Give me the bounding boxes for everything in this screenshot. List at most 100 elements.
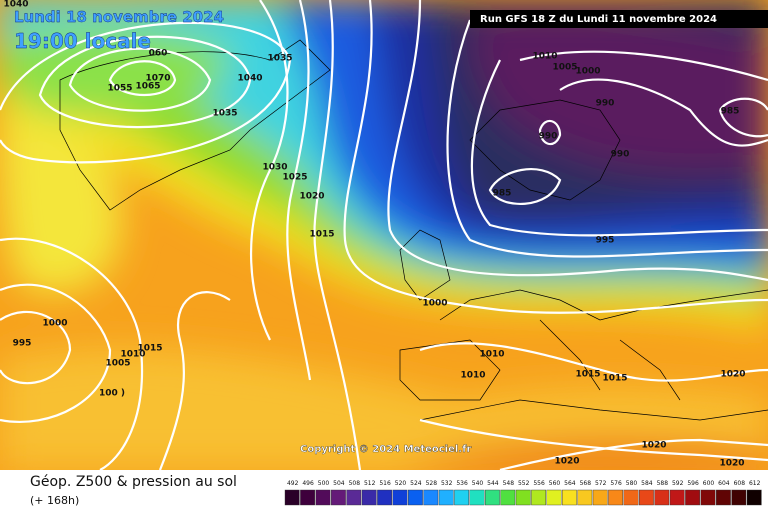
isobar-label: 1000 <box>575 67 600 77</box>
isobar-label: 1020 <box>554 457 579 467</box>
isobar-label: 1025 <box>282 173 307 183</box>
run-info: Run GFS 18 Z du Lundi 11 novembre 2024 <box>480 14 717 25</box>
isobar-label: 1015 <box>602 374 627 384</box>
isobar-label: 1000 <box>42 319 67 329</box>
scale-swatch <box>346 489 362 506</box>
isobar-label: 1015 <box>575 370 600 380</box>
scale-label: 532 <box>441 480 453 487</box>
isobar-label: 1015 <box>309 230 334 240</box>
copyright: Copyright © 2024 Meteociel.fr <box>300 444 471 455</box>
isobar-label: 1015 <box>137 344 162 354</box>
scale-label: 524 <box>410 480 422 487</box>
scale-swatch <box>469 489 485 506</box>
color-scale: 492 496 500 504 508 512 516 520 524 528 532 536 540 5… <box>284 480 762 506</box>
isobar-label: 1070 <box>145 74 170 84</box>
scale-swatch <box>623 489 639 506</box>
isobar-label: 100 ) <box>99 389 125 399</box>
scale-swatch <box>515 489 531 506</box>
scale-label: 596 <box>687 480 699 487</box>
scale-swatch <box>377 489 392 506</box>
scale-label: 608 <box>734 480 746 487</box>
isobar-label: 060 <box>149 49 168 59</box>
scale-label: 600 <box>703 480 715 487</box>
isobar-label: 985 <box>721 107 740 117</box>
scale-label: 528 <box>426 480 438 487</box>
isobar-label: 1065 <box>135 82 160 92</box>
scale-label: 556 <box>533 480 545 487</box>
scale-swatch <box>731 489 747 506</box>
isobar-label: 995 <box>596 236 615 246</box>
scale-label: 536 <box>456 480 468 487</box>
scale-swatch <box>423 489 439 506</box>
isobar-label: 1020 <box>719 459 744 469</box>
scale-swatch <box>685 489 701 506</box>
product-title: Géop. Z500 & pression au sol <box>30 474 237 490</box>
scale-label: 568 <box>580 480 592 487</box>
scale-swatch <box>716 489 731 506</box>
isobar-label: 1020 <box>641 441 666 451</box>
scale-label: 604 <box>718 480 730 487</box>
run-banner <box>470 10 768 28</box>
scale-label: 592 <box>672 480 684 487</box>
scale-swatch <box>577 489 593 506</box>
coastlines <box>59 39 768 421</box>
scale-swatch <box>392 489 408 506</box>
scale-label: 584 <box>641 480 653 487</box>
isobar-label: 1005 <box>105 359 130 369</box>
isobar-label: 995 <box>13 339 32 349</box>
scale-swatch <box>361 489 377 506</box>
header: Lundi 18 novembre 2024 19:00 locale Run … <box>14 8 768 53</box>
scale-swatch <box>562 489 577 506</box>
isobar-label: 1020 <box>299 192 324 202</box>
isobar-label: 1030 <box>262 163 287 173</box>
scale-label: 548 <box>503 480 515 487</box>
isobar-label: 1035 <box>267 54 292 64</box>
isobar-label: 990 <box>539 132 558 142</box>
isobar-label: 1010 <box>532 52 557 62</box>
scale-label: 500 <box>318 480 330 487</box>
isobars <box>0 0 768 472</box>
valid-date: Lundi 18 novembre 2024 <box>14 8 224 26</box>
scale-swatch <box>608 489 624 506</box>
scale-swatch <box>284 489 300 506</box>
scale-swatch <box>669 489 685 506</box>
scale-label: 588 <box>657 480 669 487</box>
scale-swatch <box>315 489 331 506</box>
scale-swatch <box>485 489 500 506</box>
scale-swatch <box>331 489 346 506</box>
scale-swatch <box>500 489 516 506</box>
isobar-label: 1035 <box>212 109 237 119</box>
scale-label: 492 <box>287 480 299 487</box>
scale-swatch <box>746 489 762 506</box>
scale-swatch <box>454 489 469 506</box>
scale-label: 612 <box>749 480 761 487</box>
scale-swatch <box>654 489 670 506</box>
forecast-lead: (+ 168h) <box>30 494 79 507</box>
scale-label: 540 <box>472 480 484 487</box>
scale-swatch <box>639 489 654 506</box>
scale-label: 504 <box>333 480 345 487</box>
scale-swatch <box>592 489 608 506</box>
isobar-label: 1000 <box>422 299 447 309</box>
scale-swatch <box>408 489 423 506</box>
valid-time: 19:00 locale <box>14 29 151 53</box>
isobar-label: 1005 <box>552 63 577 73</box>
isobar-label: 1040 <box>3 0 28 10</box>
scale-label: 580 <box>626 480 638 487</box>
scale-label: 572 <box>595 480 607 487</box>
scale-swatch <box>546 489 562 506</box>
isobar-label: 990 <box>596 99 615 109</box>
isobar-label: 1010 <box>120 350 145 360</box>
scale-label: 564 <box>564 480 576 487</box>
isobar-label: 985 <box>493 189 512 199</box>
scale-swatch <box>700 489 716 506</box>
scale-label: 552 <box>518 480 530 487</box>
scale-swatch <box>438 489 454 506</box>
scale-label: 496 <box>302 480 314 487</box>
isobar-label: 1010 <box>460 371 485 381</box>
scale-label: 508 <box>349 480 361 487</box>
scale-label: 516 <box>379 480 391 487</box>
